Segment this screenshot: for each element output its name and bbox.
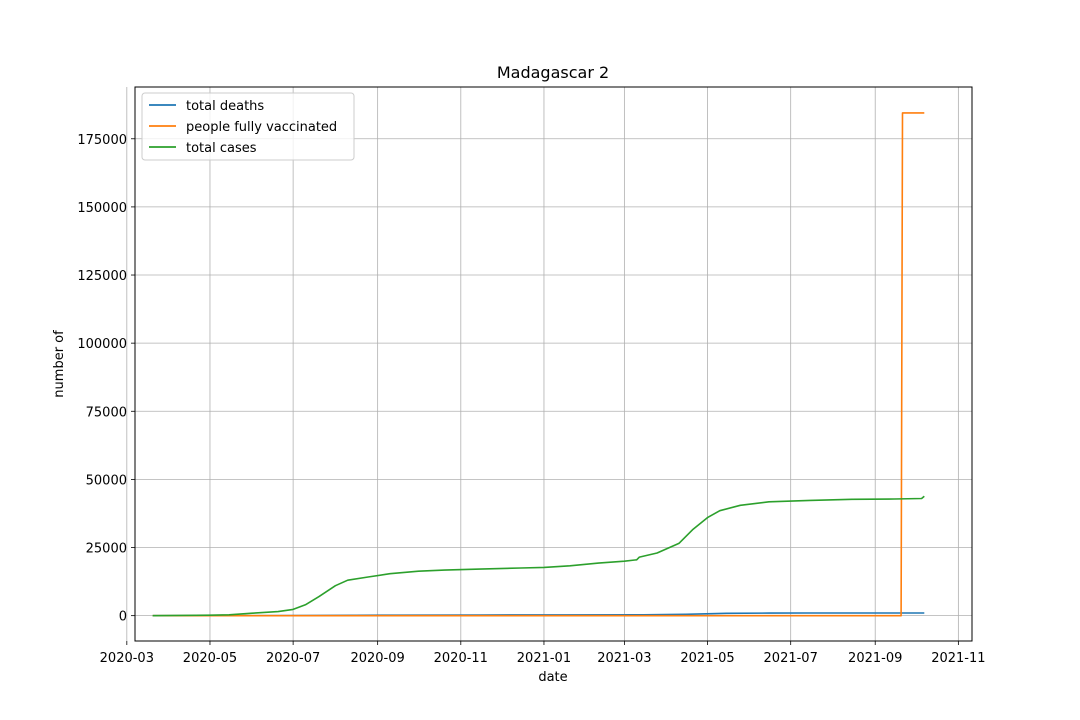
series-line-1 [152,112,925,617]
x-tick-label: 2021-01 [517,651,571,666]
x-tick-label: 2021-09 [848,651,902,666]
series-lines [152,112,925,617]
x-tick-label: 2020-07 [266,651,320,666]
x-tick-label: 2021-07 [764,651,818,666]
legend-label-0: total deaths [186,99,264,114]
x-tick-label: 2020-11 [434,651,488,666]
y-tick-label: 50000 [86,473,127,488]
y-tick-label: 25000 [86,542,127,557]
y-axis-label: number of [52,330,67,398]
series-line-2 [152,495,925,617]
legend: total deaths people fully vaccinated total… [141,92,355,161]
y-tick-label: 0 [119,610,127,625]
x-axis-ticks: 2020-03 2020-05 2020-07 2020-09 2020-11 2021-… [100,641,986,666]
x-axis-label: date [538,670,567,685]
x-tick-label: 2021-05 [680,651,734,666]
x-tick-label: 2020-09 [350,651,404,666]
x-tick-label: 2020-03 [100,651,154,666]
y-tick-label: 150000 [77,201,127,216]
legend-box [141,92,355,161]
plot-frame [134,86,973,642]
y-tick-label: 175000 [77,133,127,148]
y-axis-ticks: 0 25000 50000 75000 100000 125000 150000 175000 [77,133,135,625]
x-tick-label: 2020-05 [183,651,237,666]
x-tick-label: 2021-03 [597,651,651,666]
legend-label-1: people fully vaccinated [186,120,337,135]
grid [126,87,972,641]
y-tick-label: 100000 [77,337,127,352]
legend-label-2: total cases [186,141,257,156]
y-tick-label: 75000 [86,405,127,420]
x-tick-label: 2021-11 [931,651,985,666]
chart-title: Madagascar 2 [497,63,609,82]
y-tick-label: 125000 [77,269,127,284]
